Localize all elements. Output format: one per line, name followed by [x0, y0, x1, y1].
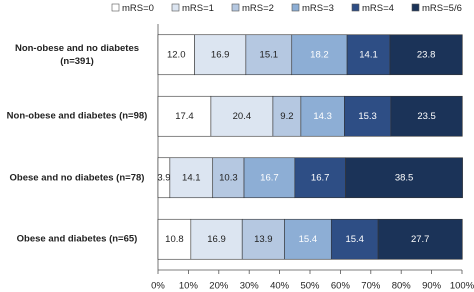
- value-label: 18.2: [310, 49, 329, 60]
- legend-label: mRS=4: [362, 3, 394, 14]
- bar-segment: [346, 34, 391, 76]
- legend-swatch: [411, 3, 420, 12]
- value-label: 16.9: [211, 49, 230, 60]
- value-label: 23.8: [417, 49, 436, 60]
- bar-segment: [390, 95, 463, 137]
- bar-segment: [243, 157, 296, 199]
- value-label: 3.9: [157, 172, 170, 183]
- legend-label: mRS=3: [302, 3, 334, 14]
- x-tick-label: 30%: [240, 281, 260, 292]
- value-label: 16.7: [260, 172, 279, 183]
- bar-segment: [272, 95, 302, 137]
- bar-segment: [377, 218, 463, 260]
- value-label: 27.7: [411, 234, 430, 245]
- category-label: Non-obese and no diabetes (n=391): [14, 42, 140, 67]
- x-tick-label: 10%: [179, 281, 199, 292]
- legend-label: mRS=0: [122, 3, 154, 14]
- category-label: Obese and no diabetes (n=78): [9, 172, 145, 184]
- value-label: 16.9: [207, 234, 226, 245]
- value-label: 38.5: [395, 172, 414, 183]
- bar-segment: [330, 218, 379, 260]
- value-label: 15.1: [260, 49, 279, 60]
- x-tick-label: 0%: [151, 281, 165, 292]
- legend-swatch: [111, 3, 120, 12]
- value-label: 13.9: [254, 234, 273, 245]
- x-tick-label: 50%: [300, 281, 320, 292]
- value-label: 15.3: [358, 111, 377, 122]
- legend-swatch: [171, 3, 180, 12]
- bar-segment: [194, 34, 247, 76]
- x-tick-label: 90%: [422, 281, 442, 292]
- bar-segment: [190, 218, 243, 260]
- value-label: 23.5: [417, 111, 436, 122]
- x-tick-label: 100%: [450, 281, 474, 292]
- value-label: 15.4: [299, 234, 318, 245]
- category-label: Obese and diabetes (n=65): [16, 233, 138, 245]
- value-label: 14.1: [359, 49, 378, 60]
- value-label: 9.2: [280, 111, 293, 122]
- value-label: 10.3: [219, 172, 238, 183]
- bar-segment: [344, 95, 392, 137]
- legend-swatch: [231, 3, 240, 12]
- bar-segment: [300, 95, 345, 137]
- value-label: 15.4: [345, 234, 364, 245]
- value-label: 20.4: [233, 111, 252, 122]
- value-label: 17.4: [175, 111, 194, 122]
- value-label: 14.1: [182, 172, 201, 183]
- bar-segment: [169, 157, 214, 199]
- bar-segment: [294, 157, 346, 199]
- x-tick-label: 20%: [209, 281, 229, 292]
- x-tick-label: 70%: [361, 281, 381, 292]
- category-label: Non-obese and diabetes (n=98): [6, 110, 148, 122]
- legend-label: mRS=2: [242, 3, 274, 14]
- x-tick-label: 60%: [331, 281, 351, 292]
- value-label: 10.8: [165, 234, 184, 245]
- legend-label: mRS=1: [182, 3, 214, 14]
- bar-segment: [291, 34, 348, 76]
- bar-segment: [157, 34, 195, 76]
- legend-swatch: [351, 3, 360, 12]
- value-label: 16.7: [311, 172, 330, 183]
- value-label: 12.0: [167, 49, 186, 60]
- bar-segment: [389, 34, 463, 76]
- bar-segment: [210, 95, 274, 137]
- bar-segment: [284, 218, 332, 260]
- legend-swatch: [291, 3, 300, 12]
- x-tick-label: 80%: [392, 281, 412, 292]
- bar-segment: [345, 157, 463, 199]
- legend-label: mRS=5/6: [422, 3, 462, 14]
- bar-segment: [245, 34, 293, 76]
- value-label: 14.3: [313, 111, 332, 122]
- bar-segment: [241, 218, 285, 260]
- x-tick-label: 40%: [270, 281, 290, 292]
